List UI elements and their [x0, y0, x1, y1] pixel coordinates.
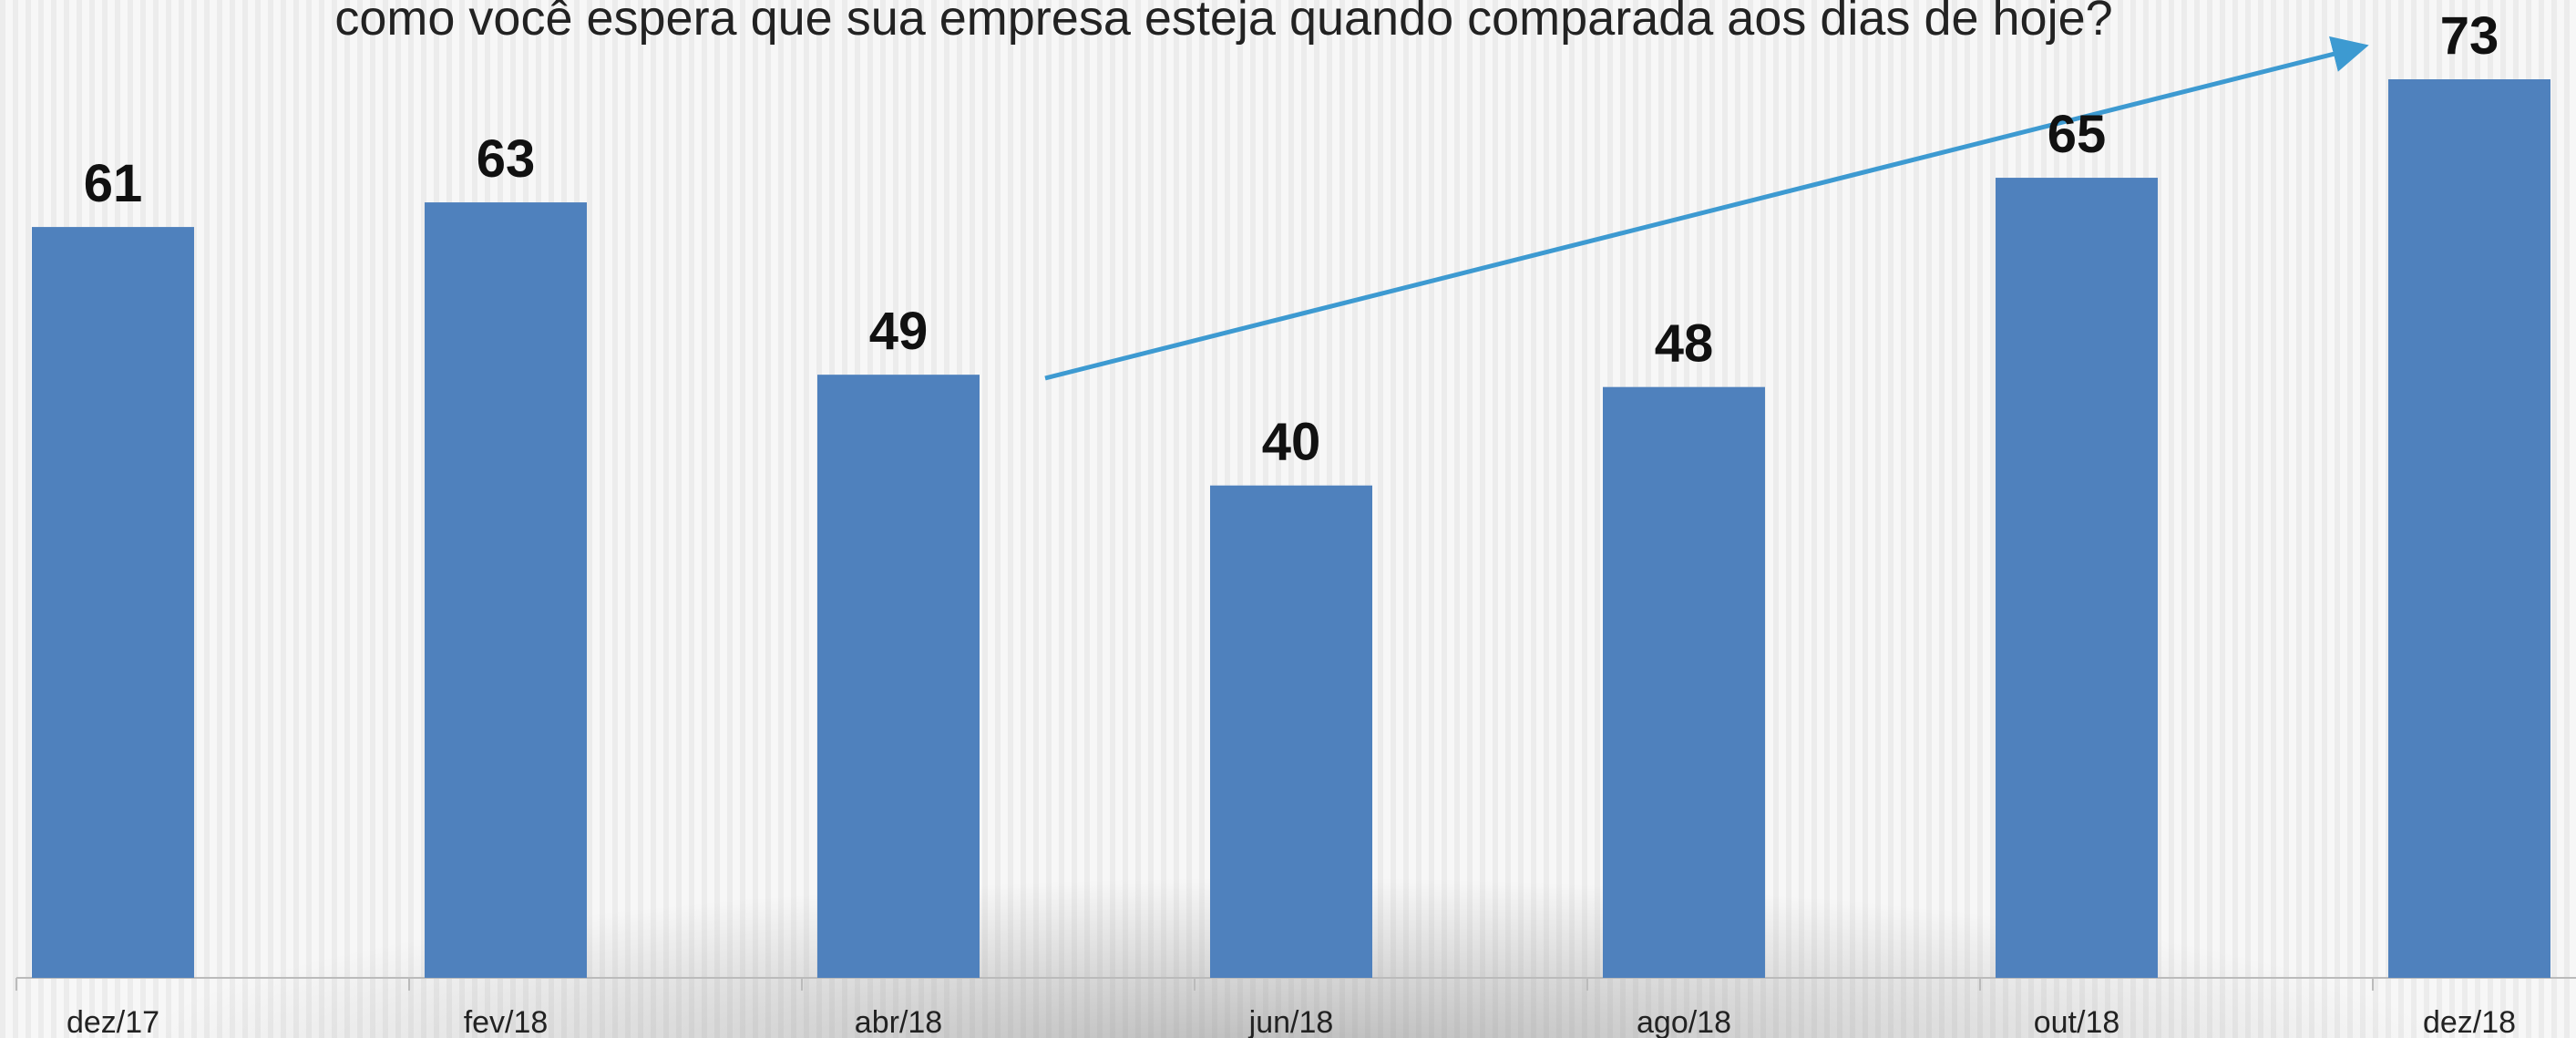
value-label: 63	[477, 129, 536, 189]
bar	[425, 202, 587, 979]
value-label: 49	[869, 302, 929, 361]
x-tick-label: dez/17	[67, 1005, 159, 1038]
bar	[2388, 79, 2550, 978]
bar	[1996, 178, 2158, 978]
value-label: 73	[2440, 6, 2499, 66]
x-tick-label: ago/18	[1637, 1005, 1731, 1038]
x-tick-label: out/18	[2034, 1005, 2120, 1038]
value-label: 40	[1262, 413, 1321, 472]
value-label: 48	[1655, 314, 1714, 374]
value-label: 65	[2047, 105, 2107, 164]
value-label: 61	[84, 154, 143, 213]
bar	[1210, 485, 1372, 978]
x-tick-label: jun/18	[1248, 1005, 1334, 1038]
bar	[1603, 386, 1765, 978]
x-tick-label: dez/18	[2423, 1005, 2516, 1038]
x-tick-label: abr/18	[855, 1005, 942, 1038]
chart-title: como você espera que sua empresa esteja …	[334, 0, 2112, 46]
x-tick-label: fev/18	[464, 1005, 549, 1038]
trend-arrow	[1044, 36, 2369, 381]
bar	[32, 227, 194, 978]
bar	[817, 375, 980, 978]
